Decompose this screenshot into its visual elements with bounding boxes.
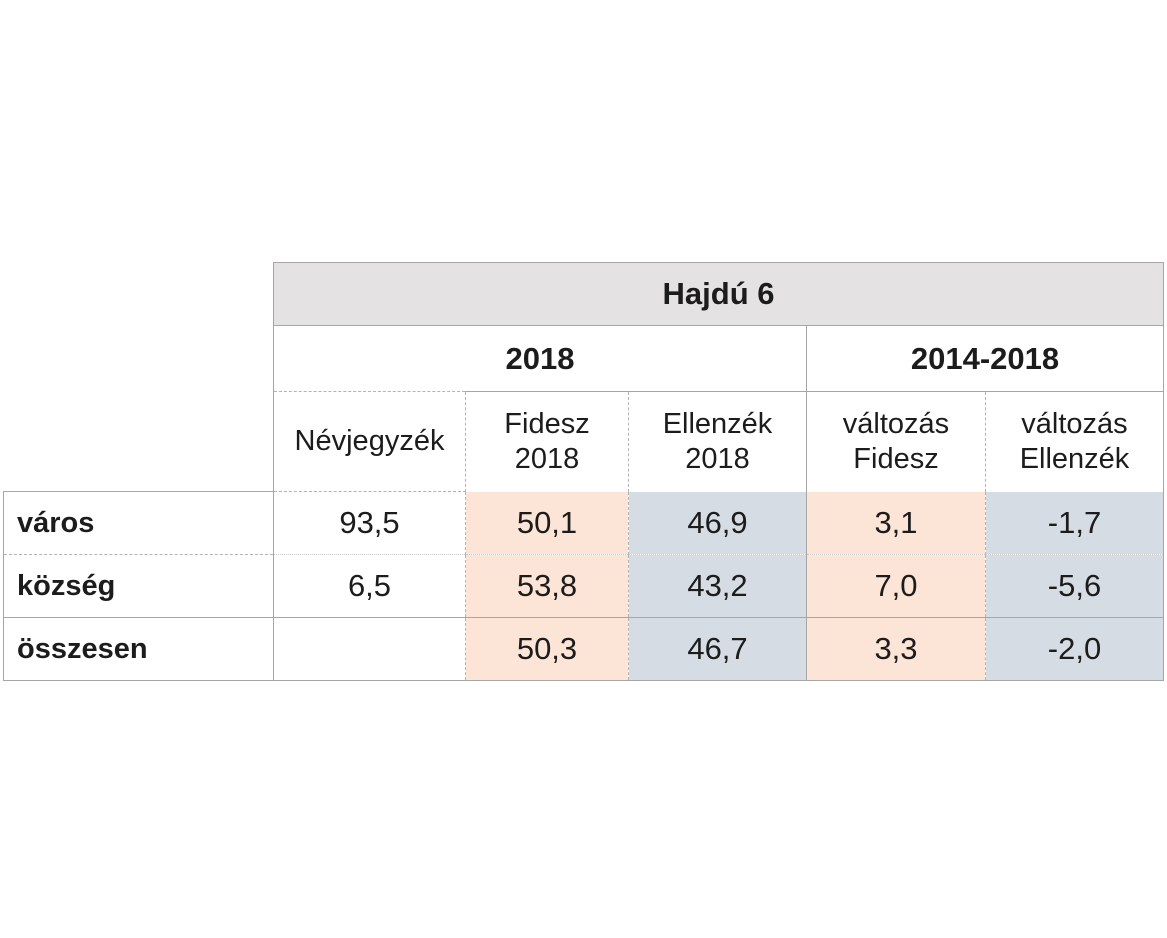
cell-varos-fidesz-2018: 50,1 — [465, 491, 629, 555]
year-group-2014-2018: 2014-2018 — [806, 325, 1164, 392]
year-group-2018: 2018 — [273, 325, 807, 392]
spacer-cell — [3, 325, 274, 392]
column-header-line: Fidesz — [504, 407, 590, 440]
column-header-line: 2018 — [685, 442, 750, 475]
year-group-row: 2018 2014-2018 — [3, 325, 1164, 392]
table-title: Hajdú 6 — [273, 262, 1164, 326]
cell-kozseg-valtozas-ellenzek: -5,6 — [985, 554, 1164, 618]
row-label-osszesen: összesen — [3, 617, 274, 681]
cell-osszesen-nevjegyzek — [273, 617, 466, 681]
cell-varos-ellenzek-2018: 46,9 — [628, 491, 807, 555]
cell-varos-nevjegyzek: 93,5 — [273, 491, 466, 555]
cell-kozseg-nevjegyzek: 6,5 — [273, 554, 466, 618]
column-header-nevjegyzek: Névjegyzék — [273, 391, 466, 492]
table-row-varos: város 93,5 50,1 46,9 3,1 -1,7 — [3, 491, 1164, 555]
column-header-line: 2018 — [514, 442, 580, 475]
table-row-osszesen: összesen 50,3 46,7 3,3 -2,0 — [3, 617, 1164, 681]
cell-kozseg-ellenzek-2018: 43,2 — [628, 554, 807, 618]
row-label-kozseg: község — [3, 554, 274, 618]
column-header-line: Ellenzék — [1019, 442, 1130, 475]
column-header-row: Névjegyzék Fidesz 2018 Ellenzék 2018 vál… — [3, 391, 1164, 492]
cell-osszesen-valtozas-fidesz: 3,3 — [806, 617, 986, 681]
cell-kozseg-fidesz-2018: 53,8 — [465, 554, 629, 618]
election-results-table: Hajdú 6 2018 2014-2018 Névjegyzék Fidesz… — [3, 262, 1164, 681]
title-row: Hajdú 6 — [3, 262, 1164, 326]
table-row-kozseg: község 6,5 53,8 43,2 7,0 -5,6 — [3, 554, 1164, 618]
column-header-valtozas-fidesz: változás Fidesz — [806, 391, 986, 492]
column-header-fidesz-2018: Fidesz 2018 — [465, 391, 629, 492]
column-header-line: változás — [1021, 407, 1128, 440]
cell-osszesen-fidesz-2018: 50,3 — [465, 617, 629, 681]
column-header-line: változás — [842, 407, 950, 440]
spacer-cell — [3, 262, 274, 326]
row-label-varos: város — [3, 491, 274, 555]
cell-varos-valtozas-ellenzek: -1,7 — [985, 491, 1164, 555]
cell-kozseg-valtozas-fidesz: 7,0 — [806, 554, 986, 618]
column-header-line: Névjegyzék — [294, 425, 445, 458]
column-header-line: Fidesz — [853, 442, 939, 475]
cell-osszesen-valtozas-ellenzek: -2,0 — [985, 617, 1164, 681]
column-header-ellenzek-2018: Ellenzék 2018 — [628, 391, 807, 492]
spacer-cell — [3, 391, 274, 492]
cell-varos-valtozas-fidesz: 3,1 — [806, 491, 986, 555]
cell-osszesen-ellenzek-2018: 46,7 — [628, 617, 807, 681]
column-header-valtozas-ellenzek: változás Ellenzék — [985, 391, 1164, 492]
column-header-line: Ellenzék — [662, 407, 773, 440]
